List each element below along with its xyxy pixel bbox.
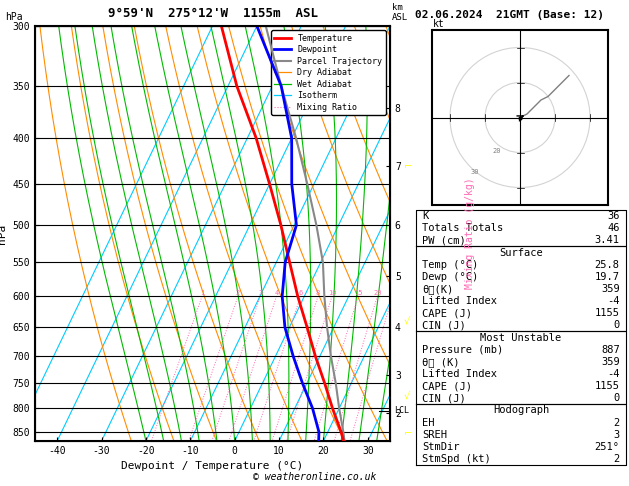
Text: km
ASL: km ASL [392, 2, 408, 22]
Text: 2: 2 [613, 417, 620, 428]
Text: kt: kt [433, 19, 444, 29]
Text: Temp (°C): Temp (°C) [422, 260, 479, 270]
X-axis label: Dewpoint / Temperature (°C): Dewpoint / Temperature (°C) [121, 461, 304, 471]
Text: ⌐: ⌐ [404, 427, 412, 437]
Text: 10: 10 [328, 290, 337, 296]
Y-axis label: hPa: hPa [0, 224, 7, 243]
Text: 1: 1 [200, 290, 204, 296]
Text: 36: 36 [607, 211, 620, 221]
Text: 8: 8 [316, 290, 320, 296]
Text: 3: 3 [613, 430, 620, 440]
Text: 6: 6 [298, 290, 303, 296]
Text: √: √ [404, 390, 410, 400]
Text: StmSpd (kt): StmSpd (kt) [422, 454, 491, 464]
Text: 25.8: 25.8 [594, 260, 620, 270]
Text: hPa: hPa [5, 12, 23, 22]
Text: 251°: 251° [594, 442, 620, 452]
Text: -4: -4 [607, 296, 620, 306]
Text: CAPE (J): CAPE (J) [422, 308, 472, 318]
Text: ⌐: ⌐ [404, 160, 412, 170]
Text: -4: -4 [607, 369, 620, 379]
Text: 19.7: 19.7 [594, 272, 620, 282]
Legend: Temperature, Dewpoint, Parcel Trajectory, Dry Adiabat, Wet Adiabat, Isotherm, Mi: Temperature, Dewpoint, Parcel Trajectory… [271, 30, 386, 115]
Text: θᴄ(K): θᴄ(K) [422, 284, 454, 294]
Text: 887: 887 [601, 345, 620, 355]
Text: 46: 46 [607, 223, 620, 233]
Text: Lifted Index: Lifted Index [422, 296, 498, 306]
Text: Hodograph: Hodograph [493, 405, 549, 416]
Text: © weatheronline.co.uk: © weatheronline.co.uk [253, 472, 376, 482]
Text: 15: 15 [354, 290, 362, 296]
Text: 0: 0 [613, 320, 620, 330]
Text: 4: 4 [274, 290, 279, 296]
Text: Pressure (mb): Pressure (mb) [422, 345, 504, 355]
Text: CAPE (J): CAPE (J) [422, 381, 472, 391]
Text: 3: 3 [258, 290, 262, 296]
Text: 02.06.2024  21GMT (Base: 12): 02.06.2024 21GMT (Base: 12) [415, 10, 604, 20]
Text: 2: 2 [613, 454, 620, 464]
Text: 3.41: 3.41 [594, 235, 620, 245]
Text: SREH: SREH [422, 430, 447, 440]
Text: 20: 20 [373, 290, 382, 296]
Text: 1155: 1155 [594, 308, 620, 318]
Text: PW (cm): PW (cm) [422, 235, 466, 245]
Text: EH: EH [422, 417, 435, 428]
Text: StmDir: StmDir [422, 442, 460, 452]
Text: √: √ [404, 315, 410, 325]
Text: Most Unstable: Most Unstable [481, 332, 562, 343]
Text: 359: 359 [601, 284, 620, 294]
Text: θᴄ (K): θᴄ (K) [422, 357, 460, 367]
Text: CIN (J): CIN (J) [422, 320, 466, 330]
Text: Lifted Index: Lifted Index [422, 369, 498, 379]
Text: K: K [422, 211, 428, 221]
Text: 20: 20 [492, 147, 501, 154]
Text: 9°59'N  275°12'W  1155m  ASL: 9°59'N 275°12'W 1155m ASL [108, 7, 318, 20]
Text: LCL: LCL [394, 406, 409, 415]
Text: 30: 30 [471, 169, 479, 174]
Text: 2: 2 [236, 290, 240, 296]
Text: CIN (J): CIN (J) [422, 393, 466, 403]
Text: 0: 0 [613, 393, 620, 403]
Text: Mixing Ratio (g/kg): Mixing Ratio (g/kg) [465, 178, 475, 289]
Text: 359: 359 [601, 357, 620, 367]
Text: Totals Totals: Totals Totals [422, 223, 504, 233]
Text: 1155: 1155 [594, 381, 620, 391]
Text: Surface: Surface [499, 247, 543, 258]
Text: Dewp (°C): Dewp (°C) [422, 272, 479, 282]
